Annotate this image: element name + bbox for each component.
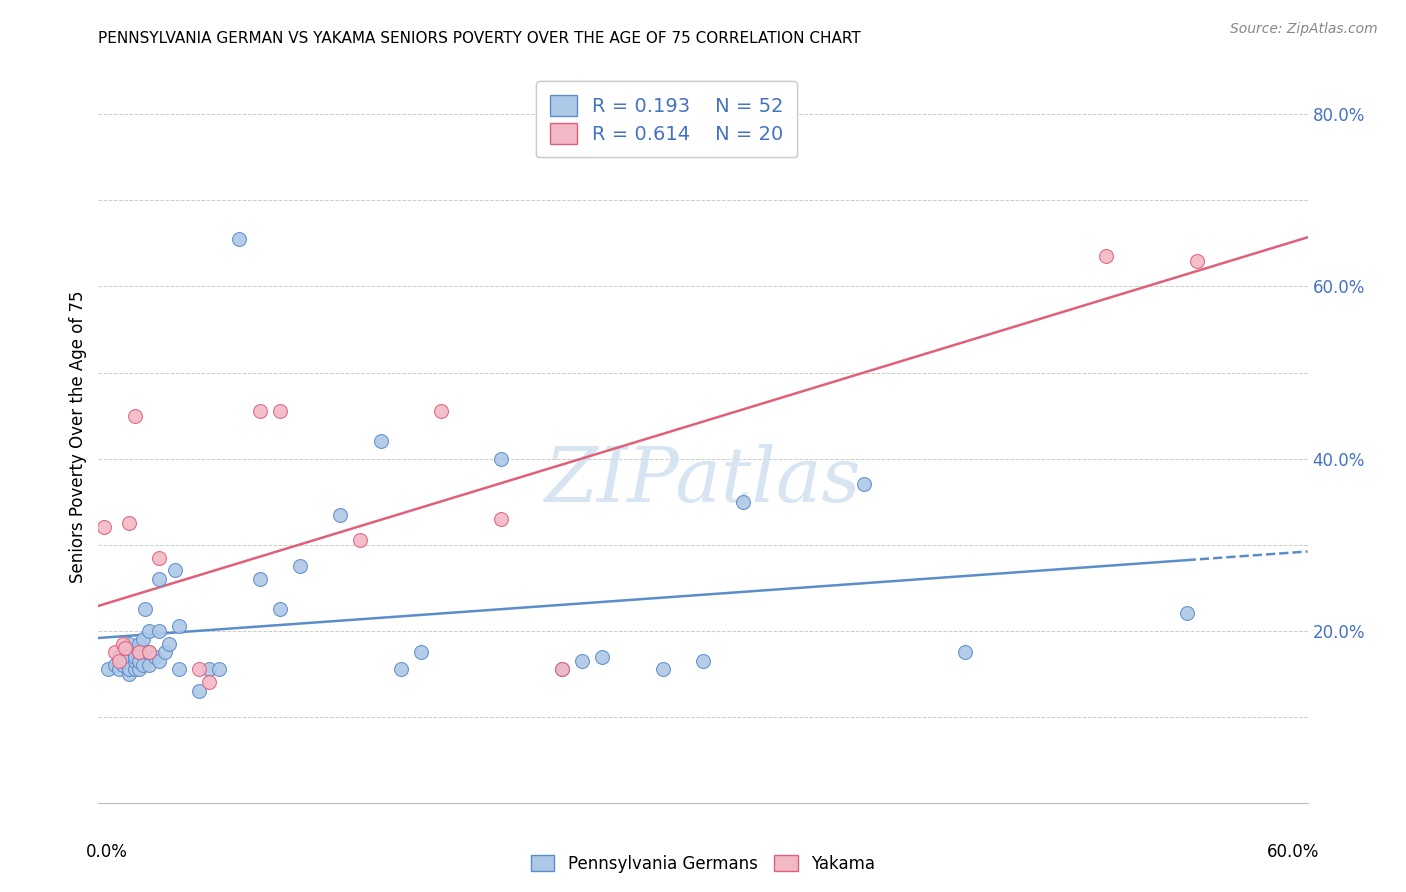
Point	[733, 494, 755, 508]
Point	[124, 649, 146, 664]
Text: ZIPatlas: ZIPatlas	[544, 444, 862, 518]
Point	[128, 637, 150, 651]
Point	[148, 550, 170, 565]
Point	[1095, 249, 1118, 263]
Text: 60.0%: 60.0%	[1267, 843, 1320, 861]
Legend: Pennsylvania Germans, Yakama: Pennsylvania Germans, Yakama	[524, 848, 882, 880]
Point	[651, 662, 673, 676]
Point	[269, 602, 291, 616]
Point	[157, 637, 180, 651]
Point	[138, 645, 160, 659]
Point	[103, 645, 125, 659]
Point	[143, 649, 166, 664]
Point	[551, 662, 574, 676]
Point	[128, 645, 150, 659]
Point	[188, 662, 211, 676]
Point	[111, 637, 134, 651]
Point	[138, 658, 160, 673]
Point	[1185, 253, 1208, 268]
Point	[97, 662, 120, 676]
Legend: R = 0.193    N = 52, R = 0.614    N = 20: R = 0.193 N = 52, R = 0.614 N = 20	[536, 81, 797, 158]
Point	[188, 684, 211, 698]
Point	[692, 654, 714, 668]
Point	[128, 654, 150, 668]
Point	[953, 645, 976, 659]
Point	[93, 520, 115, 534]
Point	[107, 662, 129, 676]
Point	[249, 572, 271, 586]
Point	[124, 409, 146, 423]
Point	[138, 624, 160, 638]
Point	[430, 404, 453, 418]
Point	[1175, 607, 1198, 621]
Point	[114, 640, 136, 655]
Point	[103, 658, 125, 673]
Point	[148, 572, 170, 586]
Point	[389, 662, 412, 676]
Point	[329, 508, 352, 522]
Point	[551, 662, 574, 676]
Point	[148, 654, 170, 668]
Point	[198, 675, 221, 690]
Point	[167, 662, 190, 676]
Point	[118, 662, 141, 676]
Text: PENNSYLVANIA GERMAN VS YAKAMA SENIORS POVERTY OVER THE AGE OF 75 CORRELATION CHA: PENNSYLVANIA GERMAN VS YAKAMA SENIORS PO…	[98, 31, 860, 46]
Text: 0.0%: 0.0%	[86, 843, 128, 861]
Point	[228, 232, 250, 246]
Y-axis label: Seniors Poverty Over the Age of 75: Seniors Poverty Over the Age of 75	[69, 291, 87, 583]
Point	[148, 624, 170, 638]
Point	[163, 564, 186, 578]
Point	[370, 434, 392, 449]
Point	[208, 662, 231, 676]
Point	[167, 619, 190, 633]
Point	[153, 645, 176, 659]
Point	[107, 654, 129, 668]
Point	[118, 666, 141, 681]
Point	[124, 654, 146, 668]
Point	[409, 645, 432, 659]
Point	[269, 404, 291, 418]
Point	[853, 477, 876, 491]
Point	[124, 662, 146, 676]
Point	[249, 404, 271, 418]
Point	[198, 662, 221, 676]
Point	[132, 632, 155, 647]
Point	[134, 602, 156, 616]
Point	[128, 645, 150, 659]
Point	[118, 637, 141, 651]
Point	[114, 654, 136, 668]
Point	[111, 658, 134, 673]
Text: Source: ZipAtlas.com: Source: ZipAtlas.com	[1230, 22, 1378, 37]
Point	[591, 649, 613, 664]
Point	[571, 654, 593, 668]
Point	[128, 662, 150, 676]
Point	[491, 451, 513, 466]
Point	[349, 533, 371, 548]
Point	[132, 658, 155, 673]
Point	[491, 512, 513, 526]
Point	[138, 645, 160, 659]
Point	[107, 649, 129, 664]
Point	[288, 559, 311, 574]
Point	[118, 516, 141, 530]
